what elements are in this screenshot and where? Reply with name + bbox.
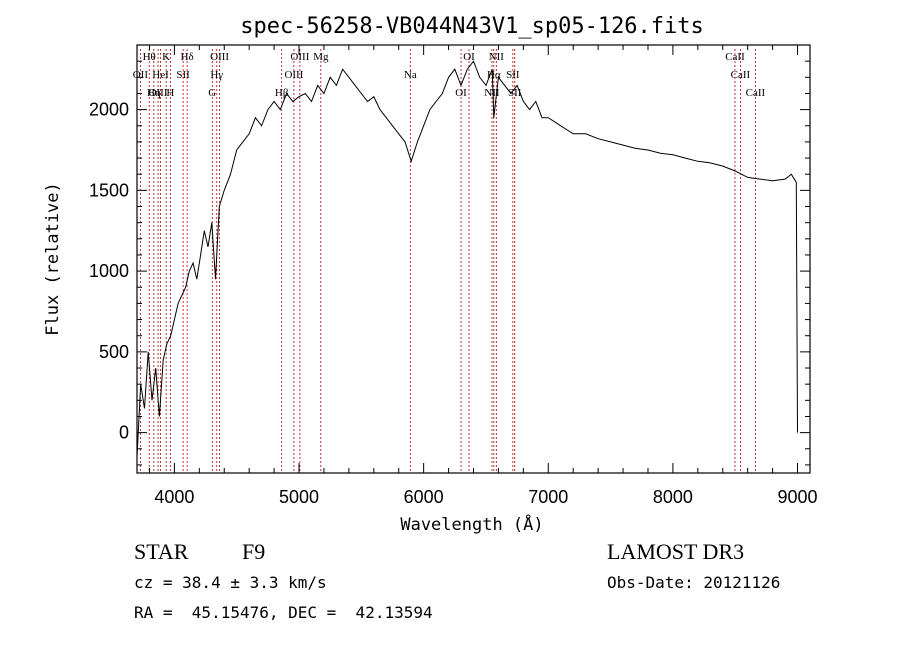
object-class: STAR bbox=[134, 539, 189, 564]
line-label: HeI bbox=[152, 69, 169, 81]
line-label: Hη bbox=[147, 87, 161, 99]
line-label: Hθ bbox=[143, 51, 156, 63]
spectral-line-markers bbox=[139, 49, 756, 473]
line-label: H bbox=[166, 87, 174, 99]
line-label: K bbox=[162, 51, 170, 63]
line-label: Mg bbox=[313, 51, 329, 63]
coordinates: RA = 45.15476, DEC = 42.13594 bbox=[134, 603, 433, 622]
x-tick-label: 6000 bbox=[404, 487, 444, 507]
spectrum-chart: spec-56258-VB044N43V1_sp05-126.fits Hθ OI… bbox=[43, 14, 818, 535]
chart-title: spec-56258-VB044N43V1_sp05-126.fits bbox=[240, 14, 704, 39]
x-tick-label: 5000 bbox=[279, 487, 319, 507]
line-label: CaII bbox=[725, 51, 745, 63]
line-label: Na bbox=[404, 69, 417, 81]
line-label: CaII bbox=[746, 87, 766, 99]
y-tick-label: 2000 bbox=[89, 100, 129, 120]
spectral-line-labels: HθOIIOIIIKHeIHηHδSIIHOIIIHγGOIIIOIIIHβMg… bbox=[133, 51, 766, 99]
x-tick-label: 8000 bbox=[653, 487, 693, 507]
y-axis-ticks: 0 500 1000 1500 2000 bbox=[89, 44, 810, 466]
x-axis-label: Wavelength (Å) bbox=[400, 513, 543, 535]
survey-name: LAMOST DR3 bbox=[607, 539, 745, 564]
line-label: OIII bbox=[290, 51, 309, 63]
redshift-cz: cz = 38.4 ± 3.3 km/s bbox=[134, 573, 327, 592]
line-label: NII bbox=[489, 51, 505, 63]
line-label: OIII bbox=[149, 87, 168, 99]
y-tick-label: 0 bbox=[119, 423, 129, 443]
line-label: G bbox=[208, 87, 216, 99]
line-label: OIII bbox=[210, 51, 229, 63]
y-axis-label: Flux (relative) bbox=[43, 182, 63, 336]
y-tick-label: 1500 bbox=[89, 180, 129, 200]
line-label: Hδ bbox=[181, 51, 194, 63]
spectrum-line bbox=[136, 60, 798, 457]
observation-date: Obs-Date: 20121126 bbox=[607, 573, 781, 592]
line-label: CaII bbox=[731, 69, 751, 81]
line-label: OIII bbox=[284, 69, 303, 81]
line-label: SII bbox=[176, 69, 190, 81]
x-axis-ticks: 4000 5000 6000 7000 8000 9000 bbox=[148, 45, 818, 507]
line-label: Hγ bbox=[210, 69, 223, 81]
line-label: OII bbox=[133, 69, 149, 81]
x-tick-label: 9000 bbox=[778, 487, 818, 507]
line-label: Hα bbox=[487, 69, 501, 81]
line-label: OI bbox=[463, 51, 475, 63]
line-label: SII bbox=[508, 87, 522, 99]
line-label: SII bbox=[506, 69, 520, 81]
y-tick-label: 500 bbox=[99, 342, 129, 362]
object-subclass: F9 bbox=[242, 539, 266, 564]
plot-frame bbox=[136, 44, 811, 474]
x-tick-label: 4000 bbox=[154, 487, 194, 507]
x-tick-label: 7000 bbox=[528, 487, 568, 507]
line-label: OI bbox=[455, 87, 467, 99]
y-tick-label: 1000 bbox=[89, 261, 129, 281]
